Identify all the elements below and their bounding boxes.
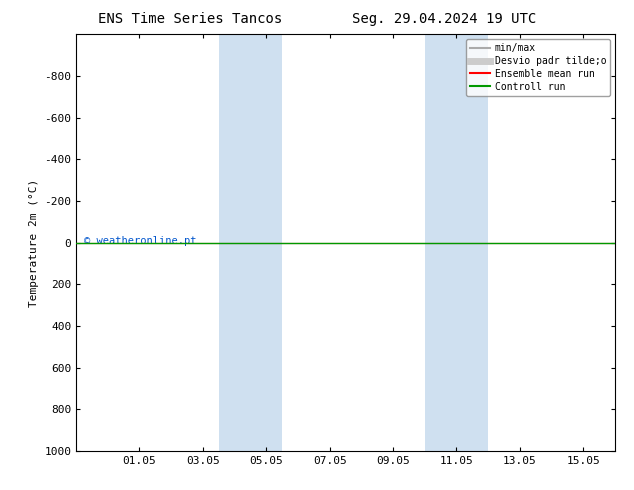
Text: ENS Time Series Tancos: ENS Time Series Tancos — [98, 12, 282, 26]
Text: © weatheronline.pt: © weatheronline.pt — [84, 236, 197, 246]
Text: Seg. 29.04.2024 19 UTC: Seg. 29.04.2024 19 UTC — [352, 12, 536, 26]
Legend: min/max, Desvio padr tilde;o, Ensemble mean run, Controll run: min/max, Desvio padr tilde;o, Ensemble m… — [467, 39, 610, 96]
Y-axis label: Temperature 2m (°C): Temperature 2m (°C) — [29, 178, 39, 307]
Bar — [219, 34, 282, 451]
Bar — [425, 34, 488, 451]
